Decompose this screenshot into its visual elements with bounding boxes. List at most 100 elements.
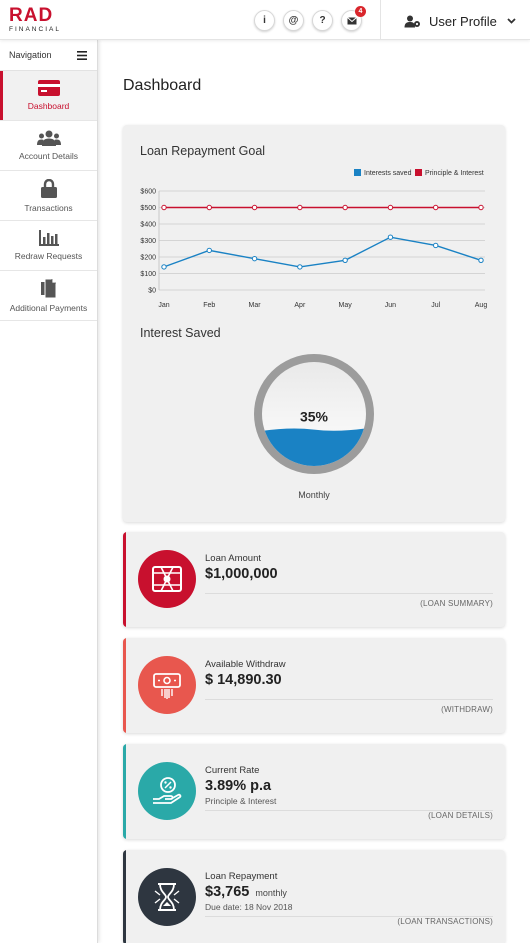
current-rate-value: 3.89% p.a xyxy=(205,778,271,794)
y-tick-label: $400 xyxy=(140,222,156,229)
interest-saved-title: Interest Saved xyxy=(140,326,221,340)
navigation-heading: Navigation xyxy=(9,50,52,60)
money-icon xyxy=(138,550,196,608)
data-point xyxy=(206,247,212,254)
series-line xyxy=(163,236,482,268)
y-tick-label: $300 xyxy=(140,238,156,245)
y-tick-label: $100 xyxy=(140,271,156,278)
cash-withdraw-svg xyxy=(153,673,181,699)
user-profile-menu[interactable]: User Profile xyxy=(404,12,516,30)
available-withdraw-value: $ 14,890.30 xyxy=(205,672,282,688)
loan-repayment-value: $3,765 monthly xyxy=(205,884,287,900)
loan-repayment-chart: $0 $100 $200 $300 $400 $500 $600 Jan Feb Mar Apr Ma… xyxy=(140,169,488,309)
card-divider xyxy=(205,810,493,811)
x-tick-label: Aug xyxy=(475,302,488,309)
page-title: Dashboard xyxy=(123,77,202,94)
y-tick-label: $500 xyxy=(140,205,156,212)
current-rate-card[interactable]: Current Rate 3.89% p.a Principle & Inter… xyxy=(123,744,505,839)
loan-repayment-summary-card[interactable]: Loan Repayment $3,765 monthly Due date: 1… xyxy=(123,850,505,943)
x-tick-label: Apr xyxy=(294,302,306,309)
loan-amount-value-text: $1,000,000 xyxy=(205,566,278,582)
hamburger-menu-icon[interactable] xyxy=(77,50,87,60)
envelope-icon xyxy=(346,16,357,24)
x-tick-label: May xyxy=(339,302,353,309)
data-point xyxy=(478,204,484,211)
sidebar-item-additional-payments[interactable]: Additional Payments xyxy=(0,271,97,321)
data-point xyxy=(206,204,212,211)
lock-icon xyxy=(40,178,57,198)
x-tick-label: Feb xyxy=(203,302,215,309)
data-point xyxy=(297,204,303,211)
sidebar-item-dashboard[interactable]: Dashboard xyxy=(0,71,97,121)
at-glyph: @ xyxy=(288,15,299,26)
rate-hand-svg xyxy=(153,777,182,804)
data-point xyxy=(251,204,258,211)
card-divider xyxy=(205,699,493,700)
available-withdraw-card[interactable]: Available Withdraw $ 14,890.30 (WITHDRAW… xyxy=(123,638,505,733)
legend-label: Interests saved xyxy=(364,170,412,177)
interest-saved-gauge: 35% Monthly xyxy=(254,354,374,500)
data-point xyxy=(161,204,167,211)
sidebar-item-redraw-requests[interactable]: Redraw Requests xyxy=(0,221,97,271)
x-tick-label: Jun xyxy=(385,302,396,309)
sidebar-item-account-details[interactable]: Account Details xyxy=(0,121,97,171)
at-icon[interactable]: @ xyxy=(283,10,304,31)
card-accent-bar xyxy=(123,532,126,627)
loan-repayment-label: Loan Repayment xyxy=(205,871,278,882)
sidebar-item-label: Dashboard xyxy=(27,101,70,111)
navigation-header: Navigation xyxy=(0,40,97,71)
loan-summary-link[interactable]: (LOAN SUMMARY) xyxy=(420,599,493,608)
logo-sub-text: FINANCIAL xyxy=(9,26,61,33)
sidebar-item-label: Account Details xyxy=(18,151,79,161)
data-point xyxy=(433,204,439,211)
data-point xyxy=(161,264,167,270)
data-point xyxy=(251,255,258,262)
cash-withdraw-icon xyxy=(138,656,196,714)
x-tick-label: Mar xyxy=(249,302,262,309)
data-point xyxy=(387,234,394,240)
data-point xyxy=(342,257,348,264)
topbar-divider xyxy=(380,0,381,40)
current-rate-value-text: 3.89% p.a xyxy=(205,778,272,794)
loan-amount-card[interactable]: Loan Amount $1,000,000 (LOAN SUMMARY) xyxy=(123,532,505,627)
loan-repayment-card: Loan Repayment Goal $0 $100 $200 $300 $400 $5… xyxy=(123,125,505,522)
help-icon[interactable]: ? xyxy=(312,10,333,31)
card-divider xyxy=(205,593,493,594)
y-tick-label: $200 xyxy=(140,255,156,262)
withdraw-link[interactable]: (WITHDRAW) xyxy=(441,705,493,714)
user-cog-icon xyxy=(404,15,420,27)
card-icon xyxy=(37,80,60,96)
card-accent-bar xyxy=(123,850,126,943)
users-icon xyxy=(36,130,61,146)
data-point xyxy=(478,257,484,264)
top-bar: RAD FINANCIAL i @ ? 4 User Profile xyxy=(0,0,530,40)
sidebar: Navigation Dashboard Account Details xyxy=(0,40,98,943)
rad-financial-logo[interactable]: RAD FINANCIAL xyxy=(9,5,61,33)
data-point xyxy=(297,264,303,270)
available-withdraw-label: Available Withdraw xyxy=(205,659,286,670)
hourglass-svg xyxy=(154,883,180,911)
help-glyph: ? xyxy=(319,15,326,26)
sidebar-item-transactions[interactable]: Transactions xyxy=(0,171,97,221)
main-content: Dashboard Loan Repayment Goal $0 $100 $200… xyxy=(98,40,530,943)
mail-icon[interactable]: 4 xyxy=(341,6,366,31)
chevron-down-icon xyxy=(507,18,516,24)
loan-amount-label: Loan Amount xyxy=(205,553,261,564)
legend-swatch xyxy=(354,169,361,176)
card-accent-bar xyxy=(123,638,126,733)
info-icon[interactable]: i xyxy=(254,10,275,31)
user-profile-label: User Profile xyxy=(429,13,497,29)
bar-chart-icon xyxy=(38,230,59,246)
loan-amount-value: $1,000,000 xyxy=(205,566,278,582)
gauge-value: 35% xyxy=(300,409,329,425)
y-tick-label: $600 xyxy=(140,189,156,196)
hourglass-icon xyxy=(138,868,196,926)
logo-main-text: RAD xyxy=(9,5,54,26)
loan-details-link[interactable]: (LOAN DETAILS) xyxy=(428,811,493,820)
loan-transactions-link[interactable]: (LOAN TRANSACTIONS) xyxy=(397,917,493,926)
info-glyph: i xyxy=(263,15,266,26)
x-tick-label: Jan xyxy=(158,302,169,309)
sidebar-item-label: Redraw Requests xyxy=(14,251,83,261)
data-point xyxy=(342,204,348,211)
available-withdraw-value-text: $ 14,890.30 xyxy=(205,672,282,688)
